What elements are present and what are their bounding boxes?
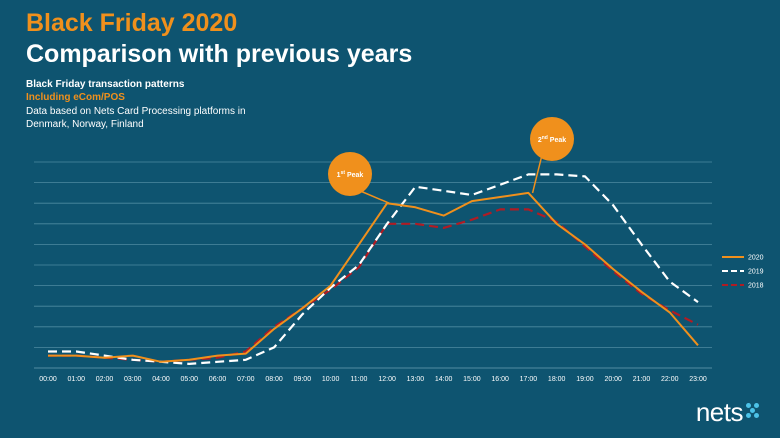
x-tick-label: 15:00: [463, 376, 481, 383]
x-tick-label: 01:00: [67, 376, 85, 383]
x-tick-label: 16:00: [491, 376, 509, 383]
x-tick-label: 21:00: [633, 376, 651, 383]
callout-bubble: [530, 117, 574, 161]
x-tick-label: 13:00: [407, 376, 425, 383]
callout-label: 2nd Peak: [538, 135, 566, 144]
subtitle-highlight: Including eCom/POS: [26, 92, 125, 103]
x-tick-label: 19:00: [576, 376, 594, 383]
callout-leader: [357, 189, 390, 204]
x-tick-label: 08:00: [265, 376, 283, 383]
series-line-2020: [48, 191, 699, 363]
x-tick-label: 07:00: [237, 376, 255, 383]
legend-label: 2020: [748, 255, 764, 262]
x-tick-label: 06:00: [209, 376, 227, 383]
subtitle: Black Friday transaction patterns: [26, 79, 185, 90]
x-tick-label: 09:00: [294, 376, 312, 383]
title-line2: Comparison with previous years: [26, 40, 413, 68]
x-tick-label: 02:00: [96, 376, 114, 383]
legend-label: 2018: [748, 283, 764, 290]
logo-text: nets: [695, 397, 744, 427]
callout-leader: [531, 154, 543, 194]
x-tick-label: 18:00: [548, 376, 566, 383]
title-line1: Black Friday 2020: [26, 9, 238, 37]
x-tick-label: 20:00: [604, 376, 622, 383]
x-tick-label: 10:00: [322, 376, 340, 383]
callout-bubble: [328, 152, 372, 196]
x-tick-label: 11:00: [350, 376, 367, 383]
legend-label: 2019: [748, 269, 764, 276]
x-tick-label: 05:00: [181, 376, 199, 383]
x-tick-label: 14:00: [435, 376, 453, 383]
nets-logo: nets: [696, 397, 760, 428]
x-tick-label: 04:00: [152, 376, 170, 383]
description: Data based on Nets Card Processing platf…: [26, 106, 246, 130]
x-tick-label: 17:00: [520, 376, 538, 383]
x-tick-label: 23:00: [689, 376, 707, 383]
x-tick-label: 03:00: [124, 376, 142, 383]
x-tick-label: 12:00: [378, 376, 396, 383]
callout-label: 1st Peak: [337, 170, 364, 179]
x-tick-label: 00:00: [39, 376, 57, 383]
x-tick-label: 22:00: [661, 376, 679, 383]
nets-dots-icon: [746, 402, 760, 418]
